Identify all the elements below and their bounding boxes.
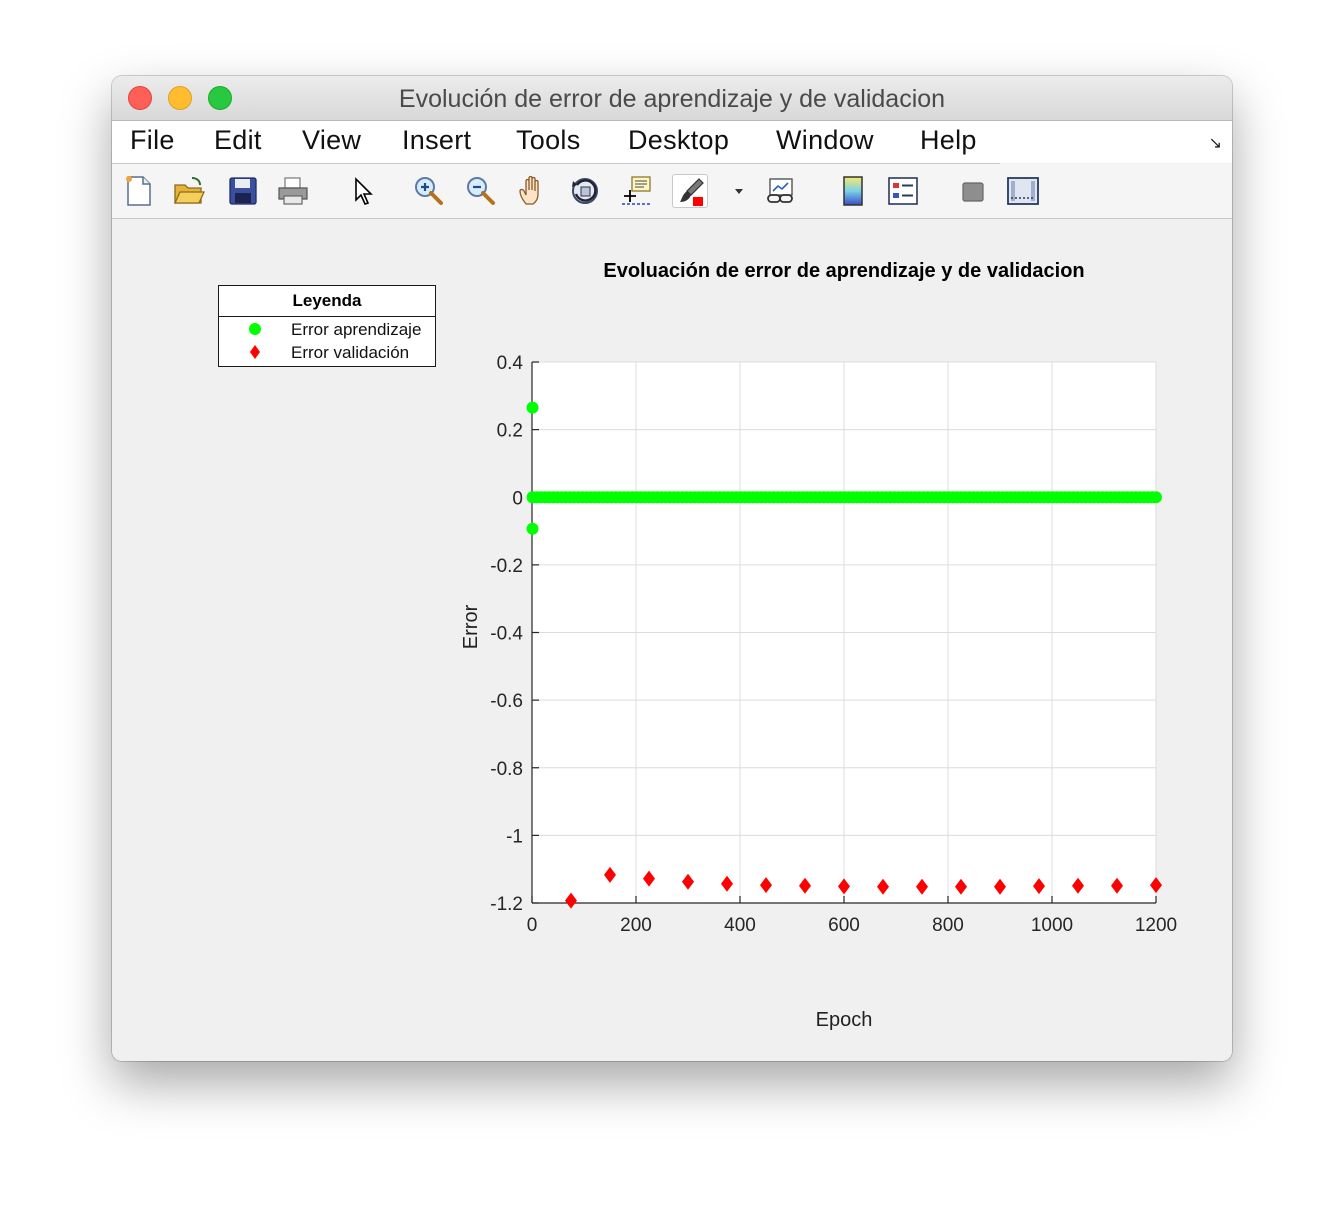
- x-tick-label: 600: [828, 915, 860, 936]
- menu-insert[interactable]: Insert: [402, 125, 472, 155]
- zoom-window-button[interactable]: [208, 86, 232, 110]
- x-tick-label: 0: [527, 915, 538, 936]
- menu-desktop[interactable]: Desktop: [628, 125, 730, 155]
- link-plot-icon[interactable]: [764, 174, 798, 208]
- validation-error-point: [682, 873, 694, 890]
- close-window-button[interactable]: [128, 86, 152, 110]
- x-tick-label: 200: [620, 915, 652, 936]
- new-figure-icon[interactable]: [122, 174, 156, 208]
- y-tick-label: 0.2: [497, 421, 523, 442]
- y-tick-label: 0: [512, 488, 523, 509]
- figure-toolbar: [112, 164, 1232, 219]
- legend-icon[interactable]: [886, 174, 920, 208]
- red-diamond-marker-icon: [250, 345, 260, 359]
- chart-legend[interactable]: Leyenda Error aprendizaje Error validaci…: [218, 285, 436, 367]
- y-tick-label: 0.4: [497, 353, 524, 374]
- legend-label: Error aprendizaje: [291, 320, 422, 339]
- menu-help[interactable]: Help: [920, 125, 977, 155]
- zoom-in-icon[interactable]: [412, 174, 446, 208]
- y-tick-label: -1.2: [490, 894, 523, 915]
- chart-title: Evoluación de error de aprendizaje y de …: [603, 260, 1084, 282]
- y-tick-label: -0.4: [490, 624, 523, 645]
- save-icon[interactable]: [226, 174, 260, 208]
- axes: 0 200 400 600 800 1000 1200 0.4 0.2 0 -0.2 -0.4 -0.6…: [490, 353, 1177, 936]
- menu-view[interactable]: View: [302, 125, 362, 155]
- hide-plot-tools-icon[interactable]: [956, 174, 990, 208]
- pan-icon[interactable]: [516, 174, 550, 208]
- y-tick-label: -0.2: [490, 556, 523, 577]
- figure-canvas: Leyenda Error aprendizaje Error validaci…: [112, 219, 1232, 1061]
- pointer-icon[interactable]: [348, 174, 382, 208]
- validation-error-point: [1033, 878, 1045, 895]
- menu-bar: File Edit View Insert Tools Desktop Wind…: [112, 121, 1232, 164]
- training-error-point: [1150, 491, 1162, 504]
- print-icon[interactable]: [276, 174, 310, 208]
- validation-error-point: [994, 878, 1006, 895]
- zoom-out-icon[interactable]: [464, 174, 498, 208]
- title-bar: Evolución de error de aprendizaje y de v…: [112, 76, 1232, 121]
- validation-error-point: [838, 878, 850, 895]
- minimize-window-button[interactable]: [168, 86, 192, 110]
- validation-error-point: [1072, 877, 1084, 894]
- open-file-icon[interactable]: [172, 174, 206, 208]
- y-tick-label: -0.6: [490, 691, 523, 712]
- x-tick-label: 1200: [1135, 915, 1177, 936]
- validation-error-point: [565, 892, 577, 909]
- validation-error-point: [721, 875, 733, 892]
- chart-area[interactable]: Evoluación de error de aprendizaje y de …: [112, 219, 1232, 1061]
- validation-error-point: [604, 866, 616, 883]
- colorbar-icon[interactable]: [836, 174, 870, 208]
- y-axis-label: Error: [460, 604, 482, 649]
- show-plot-tools-icon[interactable]: [1006, 174, 1040, 208]
- validation-error-point: [760, 877, 772, 894]
- legend-title: Leyenda: [219, 286, 435, 317]
- y-tick-label: -1: [506, 826, 523, 847]
- validation-error-point: [1111, 877, 1123, 894]
- menu-file[interactable]: File: [130, 125, 175, 155]
- data-cursor-icon[interactable]: [620, 174, 654, 208]
- validation-error-point: [916, 878, 928, 895]
- dropdown-arrow-icon[interactable]: [722, 174, 743, 208]
- menu-tools[interactable]: Tools: [516, 125, 581, 155]
- brush-icon[interactable]: [672, 174, 708, 208]
- training-error-point: [526, 522, 539, 535]
- x-axis-label: Epoch: [816, 1009, 873, 1031]
- rotate-3d-icon[interactable]: [568, 174, 602, 208]
- validation-error-point: [643, 870, 655, 887]
- figure-window: Evolución de error de aprendizaje y de v…: [112, 76, 1232, 1061]
- green-circle-marker-icon: [249, 323, 261, 335]
- x-tick-label: 800: [932, 915, 964, 936]
- legend-item-error-aprendizaje: Error aprendizaje: [219, 318, 435, 340]
- validation-error-point: [877, 878, 889, 895]
- validation-error-point: [799, 877, 811, 894]
- validation-error-point: [1150, 877, 1162, 894]
- undock-icon[interactable]: ↘: [1208, 135, 1222, 152]
- legend-label: Error validación: [291, 343, 410, 362]
- validation-error-point: [955, 878, 967, 895]
- x-tick-label: 400: [724, 915, 756, 936]
- menu-window[interactable]: Window: [776, 125, 874, 155]
- window-title: Evolución de error de aprendizaje y de v…: [398, 85, 946, 113]
- x-tick-label: 1000: [1031, 915, 1073, 936]
- y-tick-label: -0.8: [490, 759, 523, 780]
- legend-item-error-validacion: Error validación: [219, 341, 435, 363]
- menu-edit[interactable]: Edit: [214, 125, 262, 155]
- training-error-point: [526, 401, 539, 414]
